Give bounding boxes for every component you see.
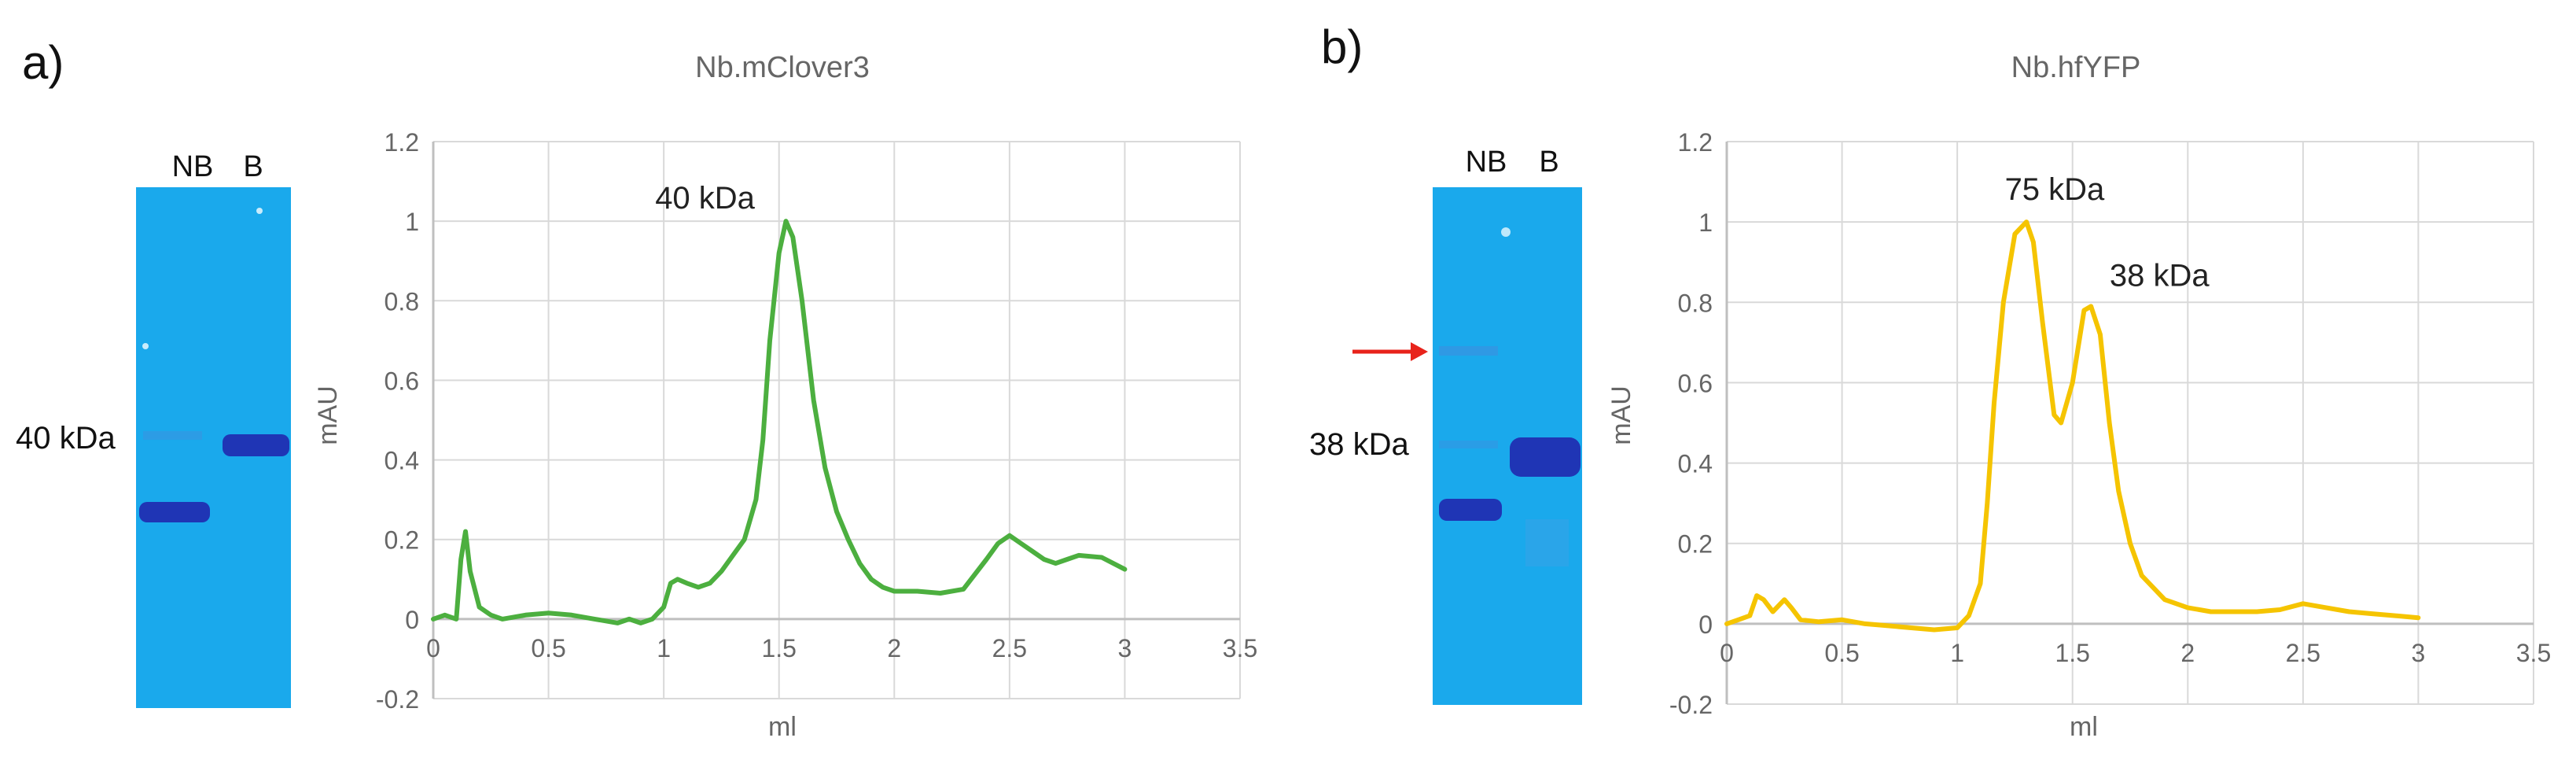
x-tick-label: 1 bbox=[1950, 639, 1964, 667]
y-tick-label: -0.2 bbox=[1669, 691, 1713, 719]
gel-b: NB B 38 kDa bbox=[1309, 146, 1582, 705]
y-tick-label: 1 bbox=[405, 208, 419, 236]
x-tick-label: 0 bbox=[1720, 639, 1734, 667]
gel-a: NB B 40 kDa bbox=[16, 150, 291, 708]
panel-a: a) NB B 40 kDa Nb.mClover3 ml mAU -0.200… bbox=[16, 36, 1257, 742]
chart-b-ticks: -0.200.20.40.60.811.20 0.5 1 1.5 2 2.5 3 3.5 bbox=[1669, 128, 2551, 719]
gel-a-marker-label: 40 kDa bbox=[16, 421, 116, 456]
y-tick-label: 0.4 bbox=[385, 447, 419, 475]
chart-b-title: Nb.hfYFP bbox=[2011, 51, 2141, 84]
x-tick-label: 3 bbox=[1118, 634, 1132, 662]
gel-a-speck bbox=[142, 343, 149, 349]
panel-b: b) NB B 38 kDa Nb.hfYFP ml mAU -0.20 bbox=[1309, 20, 2551, 742]
chart-b: Nb.hfYFP ml mAU -0.200.20.40.60.811.20 0.… bbox=[1606, 51, 2551, 742]
chart-b-annotations: 75 kDa 38 kDa bbox=[2005, 172, 2210, 293]
chart-a-annotations: 40 kDa bbox=[655, 181, 755, 216]
series-line bbox=[431, 219, 1128, 625]
x-tick-label: 0.5 bbox=[531, 634, 565, 662]
chart-a-ticks: -0.200.20.40.60.811.20 0.5 1 1.5 2 2.5 3 3.5 bbox=[376, 128, 1257, 714]
y-tick-label: 0.8 bbox=[1678, 289, 1713, 317]
x-tick-label: 1 bbox=[657, 634, 671, 662]
gel-b-lane-b: B bbox=[1539, 146, 1558, 179]
x-tick-label: 2 bbox=[2180, 639, 2195, 667]
gel-b-speck bbox=[1501, 227, 1511, 237]
y-tick-label: 1.2 bbox=[1678, 128, 1713, 157]
gel-b-nb-band bbox=[1439, 499, 1502, 521]
gel-b-b-band bbox=[1510, 437, 1581, 477]
y-tick-label: 1.2 bbox=[385, 128, 419, 157]
gel-a-lane-nb: NB bbox=[172, 150, 214, 183]
gel-a-b-band bbox=[223, 434, 289, 456]
chart-a-xlabel: ml bbox=[768, 712, 797, 742]
peak-annotation: 38 kDa bbox=[2110, 258, 2210, 293]
gel-a-lane-b: B bbox=[243, 150, 263, 183]
x-tick-label: 0 bbox=[426, 634, 440, 662]
y-tick-label: 0.6 bbox=[385, 367, 419, 395]
x-tick-label: 3.5 bbox=[2516, 639, 2551, 667]
peak-annotation: 40 kDa bbox=[655, 181, 755, 216]
gel-b-upper-band bbox=[1439, 346, 1498, 356]
gel-b-faint-band bbox=[1439, 441, 1498, 448]
panel-b-label: b) bbox=[1321, 20, 1363, 73]
gel-a-speck bbox=[256, 208, 263, 214]
x-tick-label: 0.5 bbox=[1824, 639, 1859, 667]
chart-b-xlabel: ml bbox=[2070, 712, 2098, 742]
chart-a-axis bbox=[432, 142, 1240, 699]
x-tick-label: 3 bbox=[2412, 639, 2426, 667]
chart-b-ylabel: mAU bbox=[1606, 386, 1636, 445]
y-tick-label: 0.6 bbox=[1678, 369, 1713, 397]
chart-a-series bbox=[431, 219, 1128, 625]
x-tick-label: 3.5 bbox=[1223, 634, 1257, 662]
y-tick-label: -0.2 bbox=[376, 685, 419, 714]
series-line bbox=[1724, 219, 2421, 633]
panel-a-label: a) bbox=[22, 36, 64, 89]
red-arrow-icon bbox=[1352, 342, 1428, 361]
gel-a-faint-band bbox=[143, 431, 202, 440]
chart-a: Nb.mClover3 ml mAU -0.200.20.40.60.811.2… bbox=[313, 51, 1257, 742]
x-tick-label: 2 bbox=[887, 634, 901, 662]
chart-a-ylabel: mAU bbox=[313, 386, 343, 445]
chart-a-title: Nb.mClover3 bbox=[695, 51, 870, 84]
gel-a-nb-band bbox=[139, 502, 210, 522]
peak-annotation: 75 kDa bbox=[2005, 172, 2105, 207]
x-tick-label: 2.5 bbox=[2286, 639, 2320, 667]
gel-b-marker-label: 38 kDa bbox=[1309, 427, 1409, 462]
gel-b-lane-nb: NB bbox=[1466, 146, 1507, 179]
y-tick-label: 0.2 bbox=[385, 526, 419, 555]
y-tick-label: 0.8 bbox=[385, 287, 419, 315]
x-tick-label: 1.5 bbox=[761, 634, 796, 662]
chart-b-series bbox=[1724, 219, 2421, 633]
y-tick-label: 0.4 bbox=[1678, 450, 1713, 478]
y-tick-label: 0.2 bbox=[1678, 530, 1713, 559]
y-tick-label: 0 bbox=[1698, 611, 1713, 639]
x-tick-label: 2.5 bbox=[992, 634, 1027, 662]
y-tick-label: 1 bbox=[1698, 208, 1713, 237]
y-tick-label: 0 bbox=[405, 606, 419, 634]
gel-b-smear bbox=[1525, 519, 1569, 566]
x-tick-label: 1.5 bbox=[2055, 639, 2089, 667]
